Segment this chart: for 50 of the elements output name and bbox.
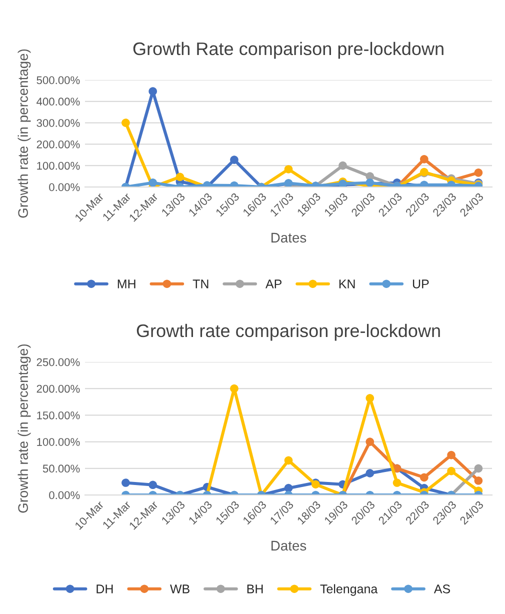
y-tick-label: 250.00% — [36, 358, 80, 366]
chart-title: Growth rate comparison pre-lockdown — [136, 324, 440, 341]
point — [366, 469, 374, 478]
y-tick-label: 200.00% — [36, 384, 80, 393]
point — [474, 168, 483, 177]
legend-label: AS — [434, 584, 450, 594]
y-tick-label: 300.00% — [36, 119, 80, 127]
point — [420, 473, 428, 482]
legend-label: UP — [412, 280, 429, 288]
legend-label: Telengana — [320, 584, 378, 596]
point — [474, 476, 483, 485]
legend-label: MH — [118, 280, 136, 288]
point — [474, 464, 483, 473]
point — [176, 172, 184, 182]
point — [148, 480, 157, 490]
legend-label: TN — [192, 280, 208, 288]
point — [230, 384, 238, 393]
legend-label: DH — [96, 584, 113, 594]
legend-label: BH — [247, 584, 263, 594]
chart-title: Growth Rate comparison pre-lockdown — [133, 42, 444, 59]
point — [284, 165, 293, 174]
point — [366, 438, 374, 446]
legend-label: AP — [266, 280, 282, 288]
point — [447, 466, 456, 476]
point — [366, 394, 374, 402]
y-tick-label: 100.00% — [37, 438, 80, 446]
y-tick-label: 400.00% — [36, 98, 80, 106]
y-tick-label: 50.00% — [42, 464, 80, 473]
point — [392, 478, 402, 487]
y-tick-label: 200.00% — [36, 140, 80, 148]
point — [230, 156, 238, 164]
point — [148, 178, 157, 187]
point — [284, 456, 293, 465]
y-tick-label: 500.00% — [36, 76, 80, 84]
y-tick-label: 100.00% — [37, 162, 80, 170]
x-axis-title: Dates — [272, 232, 306, 243]
x-axis-title: Dates — [272, 540, 306, 551]
y-axis-title: Growth rate (in percentage) — [18, 344, 31, 513]
y-axis-title: Growth rate (in percentage) — [18, 49, 31, 218]
point — [122, 118, 130, 127]
point — [338, 161, 347, 170]
y-tick-label: 0.00% — [49, 491, 80, 500]
y-tick-label: 0.00% — [49, 183, 80, 192]
legend-label: KN — [339, 280, 355, 288]
y-tick-label: 150.00% — [37, 411, 80, 420]
legend-label: WB — [170, 584, 190, 594]
point — [148, 87, 157, 96]
point — [420, 155, 428, 164]
point — [447, 450, 456, 460]
point — [122, 478, 130, 487]
